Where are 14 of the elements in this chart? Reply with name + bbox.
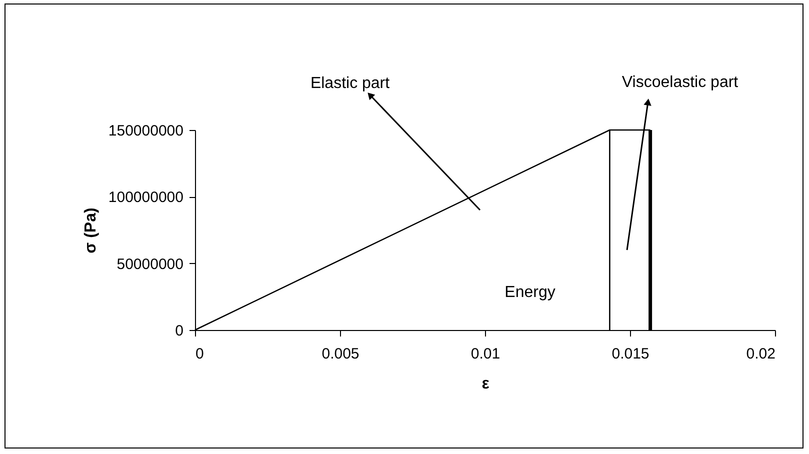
y-tick-label: 150000000 xyxy=(108,122,184,140)
y-tick-label: 100000000 xyxy=(108,189,184,206)
x-tick-label: 0.005 xyxy=(322,346,360,362)
y-axis-title: σ (Pa) xyxy=(82,208,100,254)
x-tick-label: 0.015 xyxy=(612,346,650,362)
y-tick-label: 50000000 xyxy=(116,256,184,273)
text: Viscoelastic part xyxy=(622,74,739,91)
x-tick-label: 0.01 xyxy=(470,346,500,362)
text: Elastic part xyxy=(310,75,390,92)
x-tick-label: 0 xyxy=(196,346,204,362)
annotation: Energy xyxy=(504,284,556,301)
y-tick-label: 0 xyxy=(175,322,184,340)
x-tick-label: 0.02 xyxy=(746,346,776,362)
x-axis-title: ε xyxy=(482,376,490,392)
